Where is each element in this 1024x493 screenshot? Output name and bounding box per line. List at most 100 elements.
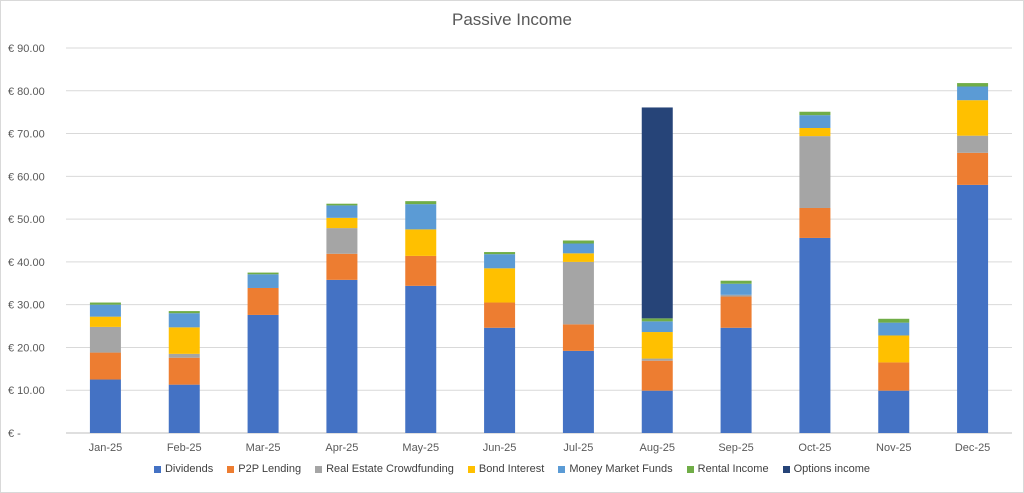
x-tick-label: Dec-25 [955,442,990,454]
x-tick-label: Aug-25 [640,442,675,454]
chart-title: Passive Income [452,10,572,29]
bar-segment [878,318,910,323]
bar-segment [326,279,358,433]
legend-swatch [782,465,790,473]
bar-segment [799,127,831,137]
legend-swatch [315,465,323,473]
legend-item: Bond Interest [467,463,545,475]
bar-segment [641,332,673,359]
legend-swatch [467,465,475,473]
bar-segment [799,237,831,433]
y-tick-label: € 60.00 [8,171,45,183]
bar-segment [641,107,673,319]
bar-segment [562,243,594,254]
legend-label: Dividends [164,463,214,475]
bar-segment [326,203,358,206]
legend-label: Options income [793,463,871,475]
x-tick-label: Oct-25 [798,442,831,454]
x-tick-label: Feb-25 [167,442,202,454]
legend-swatch [686,465,694,473]
bar-segment [641,390,673,433]
legend-label: Money Market Funds [569,463,673,475]
bar-segment [89,302,121,305]
legend-label: Bond Interest [478,463,545,475]
bar-segment [957,100,989,136]
bar-segment [484,268,516,303]
x-tick-label: Sep-25 [718,442,753,454]
bar-segment [405,285,437,433]
bar-segment [326,228,358,254]
bar-segment [168,327,200,354]
bar-segment [720,280,752,284]
bar-segment [562,261,594,325]
bar-segment [957,86,989,101]
bar-segment [484,327,516,433]
bar-segment [957,83,989,87]
bar-segment [484,302,516,328]
y-tick-label: € - [8,428,21,440]
bar-segment [720,327,752,433]
bar-segment [562,240,594,244]
bar-segment [562,324,594,351]
legend: Dividends P2P Lending Real Estate Crowdfun… [0,463,1024,475]
bar-segment [89,316,121,327]
bar-segment [326,217,358,229]
y-tick-label: € 70.00 [8,129,45,141]
bar-segment [720,283,752,295]
x-tick-label: Jun-25 [483,442,517,454]
legend-item: Rental Income [686,463,769,475]
bar-segment [878,335,910,363]
bar-segment [562,350,594,433]
bar-segment [484,254,516,269]
bar-segment [641,358,673,361]
bar-segment [405,201,437,205]
y-tick-label: € 30.00 [8,300,45,312]
bar-segment [799,136,831,208]
legend-label: P2P Lending [238,463,302,475]
bar-segment [89,352,121,380]
bar-segment [878,362,910,391]
x-tick-label: Nov-25 [876,442,911,454]
bar-segment [641,360,673,391]
bar-segment [326,253,358,280]
bar-segment [168,311,200,314]
bar-segment [405,204,437,230]
legend-swatch [558,465,566,473]
legend-label: Real Estate Crowdfunding [326,463,454,475]
y-tick-label: € 90.00 [8,43,45,55]
legend-item: Money Market Funds [558,463,673,475]
legend-swatch [153,465,161,473]
bar-segment [878,390,910,433]
bar-segment [247,274,279,288]
bar-segment [641,321,673,333]
bar-segment [641,318,673,322]
y-tick-label: € 10.00 [8,385,45,397]
x-tick-label: Jan-25 [89,442,123,454]
legend-item: Real Estate Crowdfunding [315,463,454,475]
bar-segment [720,296,752,328]
bar-segment [405,255,437,286]
y-tick-label: € 80.00 [8,86,45,98]
bar-segment [957,184,989,433]
bar-segment [878,322,910,336]
y-tick-label: € 40.00 [8,257,45,269]
x-tick-label: Mar-25 [246,442,281,454]
bar-segment [247,314,279,433]
legend-item: Options income [782,463,871,475]
bar-segment [89,379,121,433]
y-tick-label: € 50.00 [8,214,45,226]
bar-segment [168,357,200,385]
bar-segment [168,353,200,358]
x-tick-label: May-25 [402,442,439,454]
legend-item: P2P Lending [227,463,301,475]
x-tick-label: Jul-25 [563,442,593,454]
bar-segment [326,205,358,218]
x-tick-label: Apr-25 [325,442,358,454]
legend-label: Rental Income [697,463,769,475]
bar-segment [799,111,831,116]
bar-segment [168,384,200,433]
bar-segment [799,207,831,238]
legend-item: Dividends [153,463,214,475]
bar-segment [799,115,831,128]
